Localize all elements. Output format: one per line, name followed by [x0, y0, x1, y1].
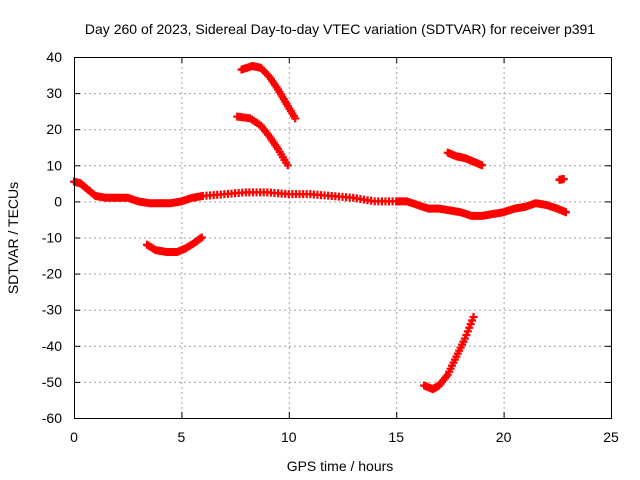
- x-tick-label: 25: [603, 429, 619, 445]
- series-track-d: [443, 148, 487, 170]
- y-tick-label: -20: [42, 266, 62, 282]
- data-point: [291, 114, 300, 123]
- y-tick-label: 40: [46, 49, 62, 65]
- data-point: [559, 175, 568, 184]
- series-track-b: [233, 112, 292, 170]
- y-tick-label: -40: [42, 338, 62, 354]
- y-tick-label: -30: [42, 302, 62, 318]
- series-track-a: [143, 233, 206, 256]
- series-track-main: [70, 177, 570, 220]
- x-tick-label: 10: [281, 429, 297, 445]
- x-tick-label: 15: [388, 429, 404, 445]
- data-point: [469, 312, 478, 321]
- y-tick-label: -10: [42, 230, 62, 246]
- x-tick-label: 20: [496, 429, 512, 445]
- x-axis-label: GPS time / hours: [287, 458, 394, 474]
- axis-ticks: 0 5 10 15 20 25 -60 -50 -40 -30 -20 -10 0 10 20 30 40: [42, 49, 619, 445]
- series-track-f: [555, 175, 568, 184]
- y-tick-label: 0: [54, 193, 62, 209]
- grid: [74, 57, 611, 418]
- y-tick-label: 20: [46, 121, 62, 137]
- data-points: [70, 62, 570, 394]
- data-point: [478, 161, 487, 170]
- y-axis-label: SDTVAR / TECUs: [5, 182, 21, 294]
- data-point: [561, 208, 570, 217]
- chart-title: Day 260 of 2023, Sidereal Day-to-day VTE…: [85, 21, 595, 37]
- data-point: [197, 233, 206, 242]
- x-tick-label: 0: [70, 429, 78, 445]
- y-tick-label: 10: [46, 157, 62, 173]
- y-tick-label: -60: [42, 410, 62, 426]
- series-track-c: [237, 62, 300, 123]
- y-tick-label: -50: [42, 374, 62, 390]
- data-point: [283, 161, 292, 170]
- series-track-e: [420, 312, 478, 394]
- x-tick-label: 5: [178, 429, 186, 445]
- y-tick-label: 30: [46, 85, 62, 101]
